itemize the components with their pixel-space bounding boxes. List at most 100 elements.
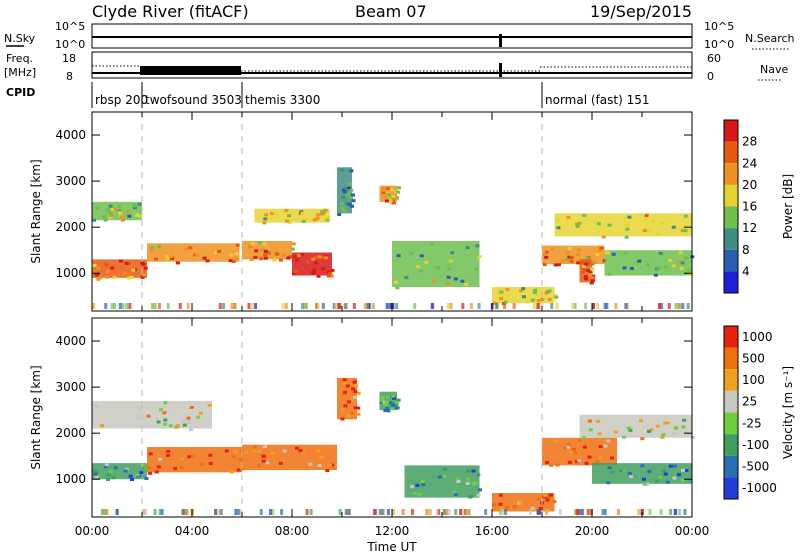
data-speckle — [619, 469, 624, 473]
data-speckle — [383, 402, 388, 406]
ground-scatter — [545, 509, 549, 515]
colorbar-segment — [724, 184, 738, 207]
data-speckle — [346, 413, 351, 417]
data-speckle — [175, 424, 180, 428]
data-speckle — [92, 469, 97, 473]
data-speckle — [650, 219, 655, 223]
data-speckle — [94, 404, 99, 408]
data-speckle — [672, 476, 677, 480]
ground-scatter — [430, 303, 434, 309]
ground-scatter — [678, 509, 682, 515]
ground-scatter — [603, 509, 607, 515]
data-speckle — [532, 507, 537, 511]
data-speckle — [381, 395, 386, 399]
ground-scatter — [504, 509, 508, 515]
data-speckle — [610, 470, 615, 474]
data-speckle — [96, 266, 101, 270]
data-speckle — [157, 457, 162, 461]
data-speckle — [132, 204, 137, 208]
colorbar-segment — [724, 455, 738, 478]
data-speckle — [584, 461, 589, 465]
data-speckle — [395, 286, 400, 290]
data-speckle — [188, 428, 193, 432]
colorbar-tick-label: -25 — [742, 416, 762, 430]
data-speckle — [156, 420, 161, 424]
ground-scatter — [532, 303, 536, 309]
data-speckle — [649, 428, 654, 432]
ground-scatter — [250, 303, 254, 309]
data-speckle — [605, 251, 610, 255]
data-speckle — [556, 263, 561, 267]
data-speckle — [196, 415, 201, 419]
data-speckle — [321, 267, 326, 271]
data-speckle — [581, 264, 586, 268]
y-tick-label: 1000 — [55, 472, 86, 486]
data-speckle — [127, 214, 132, 218]
ground-scatter — [166, 303, 170, 309]
data-speckle — [642, 228, 647, 232]
data-speckle — [141, 273, 146, 277]
data-speckle — [683, 229, 688, 233]
data-speckle — [555, 218, 560, 222]
nsky-tick-top: 10^5 — [55, 20, 85, 33]
data-speckle — [112, 275, 117, 279]
data-speckle — [128, 474, 133, 478]
data-speckle — [349, 169, 354, 173]
data-speckle — [647, 429, 652, 433]
data-speckle — [263, 253, 268, 257]
data-speckle — [584, 277, 589, 281]
data-speckle — [597, 248, 602, 252]
data-speckle — [92, 270, 97, 274]
data-speckle — [382, 195, 387, 199]
ground-scatter — [658, 303, 662, 309]
data-speckle — [119, 215, 124, 219]
data-speckle — [396, 186, 401, 190]
data-speckle — [585, 256, 590, 260]
colorbar-label: Velocity [m s⁻¹] — [781, 366, 795, 459]
ground-scatter — [459, 509, 463, 515]
data-speckle — [388, 401, 393, 405]
ground-scatter — [237, 509, 241, 515]
data-speckle — [382, 400, 387, 404]
data-speckle — [560, 259, 565, 263]
data-speckle — [275, 252, 280, 256]
data-speckle — [379, 400, 384, 404]
colorbar-frame — [723, 119, 739, 294]
data-speckle — [545, 493, 550, 497]
data-speckle — [103, 218, 108, 222]
data-speckle — [162, 411, 167, 415]
ground-scatter — [578, 509, 582, 515]
data-speckle — [340, 207, 345, 211]
data-speckle — [94, 206, 99, 210]
data-speckle — [229, 253, 234, 257]
data-speckle — [412, 491, 417, 495]
data-speckle — [544, 250, 549, 254]
ground-scatter — [469, 303, 473, 309]
data-speckle — [653, 273, 658, 277]
ground-scatter — [378, 509, 382, 515]
data-speckle — [671, 264, 676, 268]
ground-scatter — [386, 509, 390, 515]
ground-scatter — [115, 509, 119, 515]
data-speckle — [582, 268, 587, 272]
ground-scatter — [316, 303, 320, 309]
data-speckle — [453, 277, 458, 281]
data-speckle — [576, 261, 581, 265]
data-speckle — [214, 251, 219, 255]
ground-scatter — [143, 509, 147, 515]
ground-scatter — [603, 303, 607, 309]
nave-label: Nave — [760, 63, 788, 76]
ground-scatter — [512, 303, 516, 309]
data-speckle — [263, 445, 268, 449]
data-speckle — [456, 480, 461, 484]
ground-scatter — [395, 303, 399, 309]
ground-scatter — [550, 303, 554, 309]
data-speckle — [233, 450, 238, 454]
ground-scatter — [381, 509, 385, 515]
data-speckle — [584, 262, 589, 266]
data-speckle — [105, 275, 110, 279]
data-speckle — [345, 201, 350, 205]
data-speckle — [287, 214, 292, 218]
data-speckle — [138, 406, 143, 410]
data-speckle — [282, 253, 287, 257]
